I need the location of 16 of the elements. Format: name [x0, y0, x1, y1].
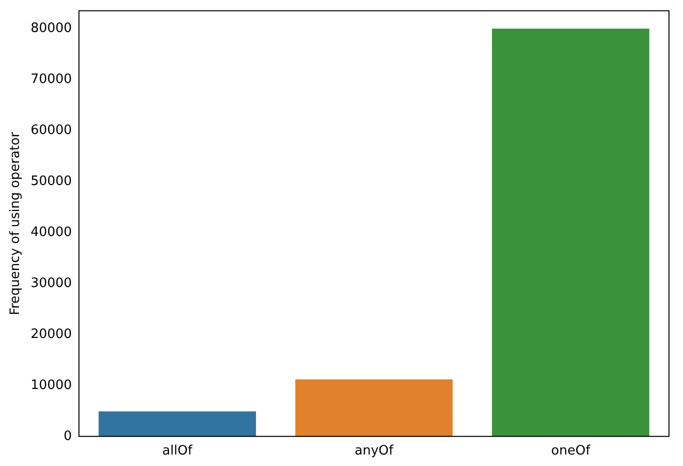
- y-tick-label: 20000: [30, 326, 72, 342]
- y-tick-label: 40000: [30, 224, 72, 240]
- y-tick-label: 10000: [30, 378, 72, 393]
- y-tick-label: 70000: [30, 72, 72, 87]
- bar: [98, 411, 256, 436]
- bar: [492, 28, 650, 436]
- y-tick-label: 0: [64, 428, 72, 444]
- y-tick-label: 60000: [30, 122, 72, 138]
- bar: [295, 379, 453, 436]
- x-tick-label: anyOf: [354, 444, 394, 459]
- y-tick-label: 50000: [30, 174, 72, 189]
- y-tick-label: 80000: [30, 21, 72, 36]
- y-tick-label: 30000: [30, 276, 72, 291]
- y-axis-title: Frequency of using operator: [8, 131, 24, 316]
- x-tick-label: allOf: [162, 444, 193, 459]
- x-tick-label: oneOf: [551, 444, 591, 459]
